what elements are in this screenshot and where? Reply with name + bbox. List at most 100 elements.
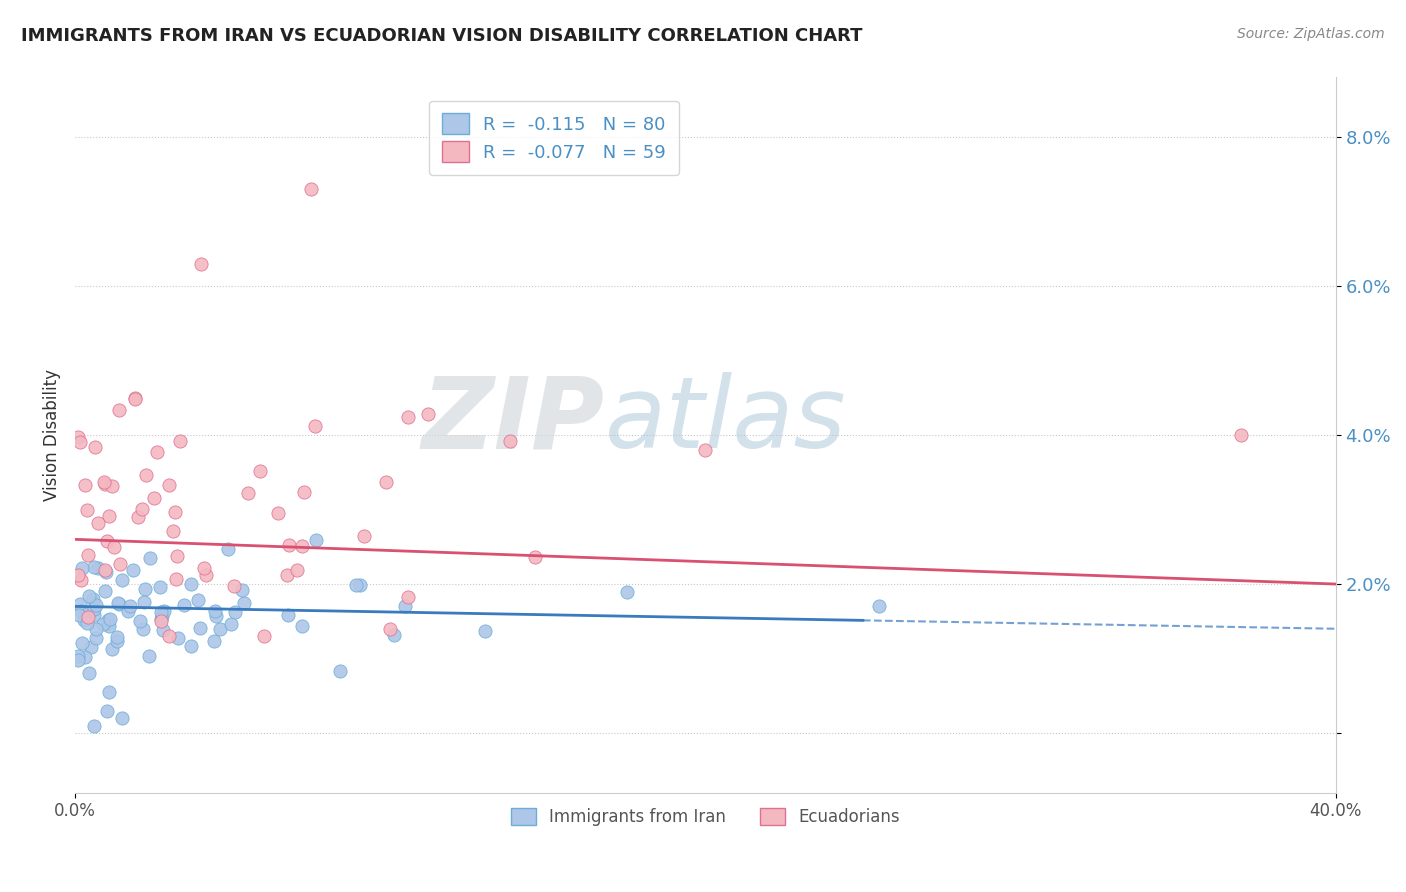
- Point: [69, 597, 91, 611]
- Point: [291, 619, 314, 633]
- Point: [84, 622, 107, 636]
- Point: [353, 529, 375, 543]
- Point: [73, 613, 96, 627]
- Point: [86, 561, 108, 575]
- Point: [277, 538, 299, 552]
- Point: [67, 568, 90, 582]
- Point: [96, 565, 118, 579]
- Point: [380, 622, 402, 636]
- Point: [103, 540, 125, 554]
- Point: [166, 549, 188, 563]
- Point: [344, 578, 367, 592]
- Point: [107, 596, 129, 610]
- Point: [1230, 428, 1253, 442]
- Point: [157, 478, 180, 492]
- Point: [249, 464, 271, 478]
- Point: [83, 441, 105, 455]
- Point: [209, 622, 232, 636]
- Point: [76, 548, 98, 562]
- Point: [101, 641, 124, 656]
- Point: [153, 604, 176, 618]
- Point: [267, 506, 290, 520]
- Point: [80, 640, 103, 654]
- Point: [173, 598, 195, 612]
- Point: [188, 621, 211, 635]
- Point: [292, 485, 315, 500]
- Point: [134, 595, 156, 609]
- Point: [84, 598, 107, 612]
- Point: [117, 604, 139, 618]
- Point: [107, 403, 129, 417]
- Point: [98, 618, 121, 632]
- Point: [94, 563, 117, 577]
- Point: [76, 502, 98, 516]
- Point: [236, 485, 259, 500]
- Point: [76, 607, 98, 621]
- Point: [285, 564, 308, 578]
- Point: [72, 636, 94, 650]
- Point: [165, 505, 187, 519]
- Point: [94, 477, 117, 491]
- Point: [204, 634, 226, 648]
- Point: [128, 614, 150, 628]
- Point: [84, 631, 107, 645]
- Point: [291, 539, 314, 553]
- Point: [305, 533, 328, 548]
- Point: [149, 580, 172, 594]
- Point: [219, 616, 242, 631]
- Point: [72, 560, 94, 574]
- Point: [91, 617, 114, 632]
- Point: [193, 561, 215, 575]
- Text: IMMIGRANTS FROM IRAN VS ECUADORIAN VISION DISABILITY CORRELATION CHART: IMMIGRANTS FROM IRAN VS ECUADORIAN VISIO…: [21, 27, 863, 45]
- Point: [110, 573, 132, 587]
- Point: [868, 599, 890, 614]
- Point: [98, 612, 121, 626]
- Point: [77, 666, 100, 681]
- Point: [150, 612, 173, 626]
- Point: [349, 578, 371, 592]
- Point: [165, 572, 187, 586]
- Text: ZIP: ZIP: [422, 372, 605, 469]
- Point: [695, 442, 717, 457]
- Point: [382, 628, 405, 642]
- Point: [499, 434, 522, 448]
- Point: [83, 601, 105, 615]
- Point: [98, 685, 121, 699]
- Point: [70, 574, 93, 588]
- Point: [162, 524, 184, 539]
- Point: [222, 579, 245, 593]
- Point: [76, 616, 98, 631]
- Point: [67, 648, 90, 663]
- Point: [134, 582, 156, 597]
- Point: [150, 605, 173, 619]
- Point: [299, 182, 322, 196]
- Point: [97, 509, 120, 524]
- Point: [79, 590, 101, 604]
- Point: [124, 391, 146, 405]
- Point: [157, 629, 180, 643]
- Point: [169, 434, 191, 448]
- Point: [76, 609, 98, 624]
- Point: [83, 718, 105, 732]
- Point: [616, 584, 638, 599]
- Point: [67, 430, 90, 444]
- Point: [180, 639, 202, 653]
- Point: [253, 629, 276, 643]
- Point: [127, 509, 149, 524]
- Point: [143, 491, 166, 505]
- Point: [474, 624, 496, 638]
- Point: [180, 577, 202, 591]
- Point: [83, 607, 105, 622]
- Point: [111, 711, 134, 725]
- Point: [100, 479, 122, 493]
- Point: [232, 596, 254, 610]
- Point: [96, 704, 118, 718]
- Text: Source: ZipAtlas.com: Source: ZipAtlas.com: [1237, 27, 1385, 41]
- Point: [276, 568, 298, 582]
- Point: [121, 563, 143, 577]
- Point: [224, 605, 246, 619]
- Legend: Immigrants from Iran, Ecuadorians: Immigrants from Iran, Ecuadorians: [503, 799, 908, 834]
- Point: [93, 475, 115, 489]
- Point: [329, 664, 352, 678]
- Point: [152, 623, 174, 637]
